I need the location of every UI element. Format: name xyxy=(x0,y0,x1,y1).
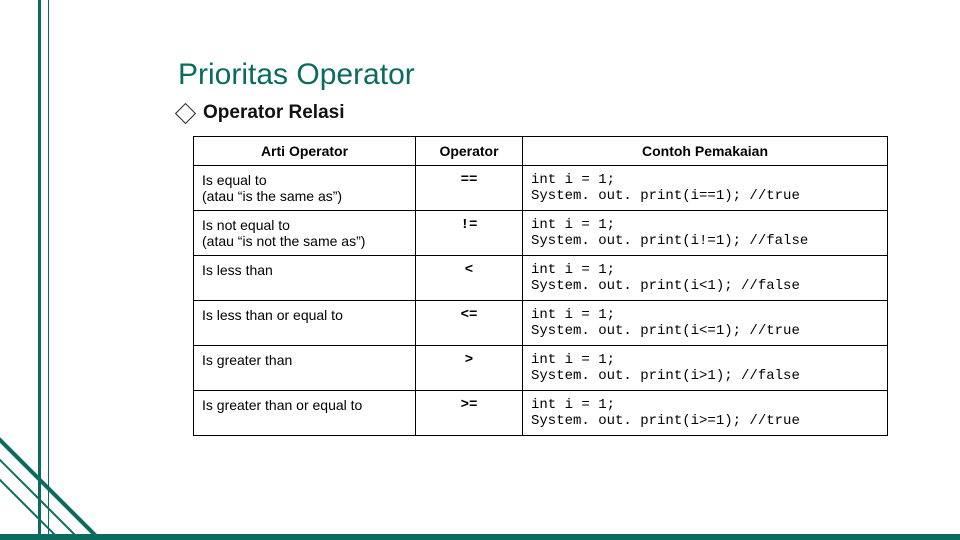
table-row: Is greater than>int i = 1; System. out. … xyxy=(194,346,888,391)
cell-operator: >= xyxy=(416,391,523,436)
table-row: Is greater than or equal to>=int i = 1; … xyxy=(194,391,888,436)
cell-arti: Is not equal to (atau “is not the same a… xyxy=(194,211,416,256)
subtitle-row: Operator Relasi xyxy=(178,102,898,124)
table-row: Is equal to (atau “is the same as”)==int… xyxy=(194,166,888,211)
col-header-contoh: Contoh Pemakaian xyxy=(523,137,888,166)
cell-operator: <= xyxy=(416,301,523,346)
accent-vertical-left-thin xyxy=(48,0,49,540)
cell-contoh: int i = 1; System. out. print(i<1); //fa… xyxy=(523,256,888,301)
accent-bottom-bar xyxy=(0,534,960,540)
cell-arti: Is greater than xyxy=(194,346,416,391)
col-header-arti: Arti Operator xyxy=(194,137,416,166)
cell-operator: < xyxy=(416,256,523,301)
table-row: Is less than or equal to<=int i = 1; Sys… xyxy=(194,301,888,346)
col-header-op: Operator xyxy=(416,137,523,166)
diamond-bullet-icon xyxy=(175,102,196,123)
accent-vertical-left-thick xyxy=(38,0,41,540)
subtitle-text: Operator Relasi xyxy=(203,102,345,124)
cell-operator: == xyxy=(416,166,523,211)
cell-arti: Is greater than or equal to xyxy=(194,391,416,436)
cell-contoh: int i = 1; System. out. print(i!=1); //f… xyxy=(523,211,888,256)
table-header-row: Arti Operator Operator Contoh Pemakaian xyxy=(194,137,888,166)
table-row: Is less than<int i = 1; System. out. pri… xyxy=(194,256,888,301)
operator-table: Arti Operator Operator Contoh Pemakaian … xyxy=(193,136,888,436)
cell-contoh: int i = 1; System. out. print(i>=1); //t… xyxy=(523,391,888,436)
cell-operator: > xyxy=(416,346,523,391)
table-row: Is not equal to (atau “is not the same a… xyxy=(194,211,888,256)
cell-operator: != xyxy=(416,211,523,256)
accent-diagonal-lines xyxy=(0,340,200,540)
cell-contoh: int i = 1; System. out. print(i>1); //fa… xyxy=(523,346,888,391)
page-title: Prioritas Operator xyxy=(178,58,898,92)
cell-arti: Is less than or equal to xyxy=(194,301,416,346)
cell-contoh: int i = 1; System. out. print(i==1); //t… xyxy=(523,166,888,211)
cell-arti: Is equal to (atau “is the same as”) xyxy=(194,166,416,211)
cell-arti: Is less than xyxy=(194,256,416,301)
slide-content: Prioritas Operator Operator Relasi Arti … xyxy=(178,58,898,436)
cell-contoh: int i = 1; System. out. print(i<=1); //t… xyxy=(523,301,888,346)
